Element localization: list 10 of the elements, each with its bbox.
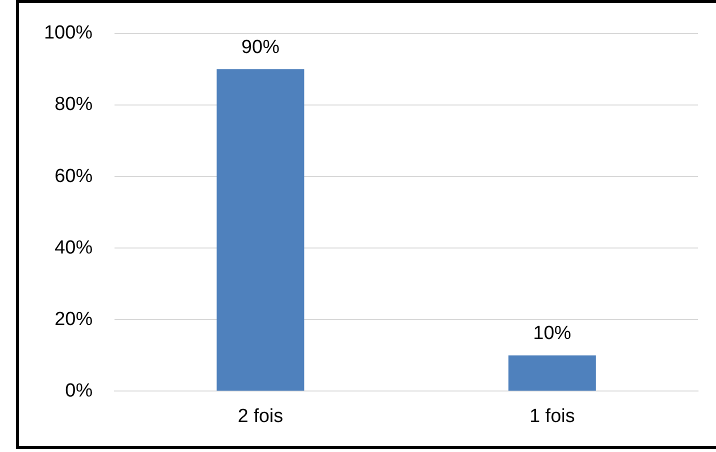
data-label: 90%: [241, 36, 280, 58]
x-tick-label: 2 fois: [238, 406, 284, 427]
data-label: 10%: [533, 323, 572, 344]
y-tick-label: 0%: [65, 380, 93, 402]
y-tick-label: 60%: [54, 166, 93, 187]
x-tick-label: 1 fois: [529, 406, 575, 427]
y-tick-label: 40%: [54, 237, 93, 258]
y-tick-label: 80%: [54, 94, 93, 116]
y-tick-label: 20%: [54, 308, 93, 330]
y-tick-label: 100%: [44, 22, 93, 44]
